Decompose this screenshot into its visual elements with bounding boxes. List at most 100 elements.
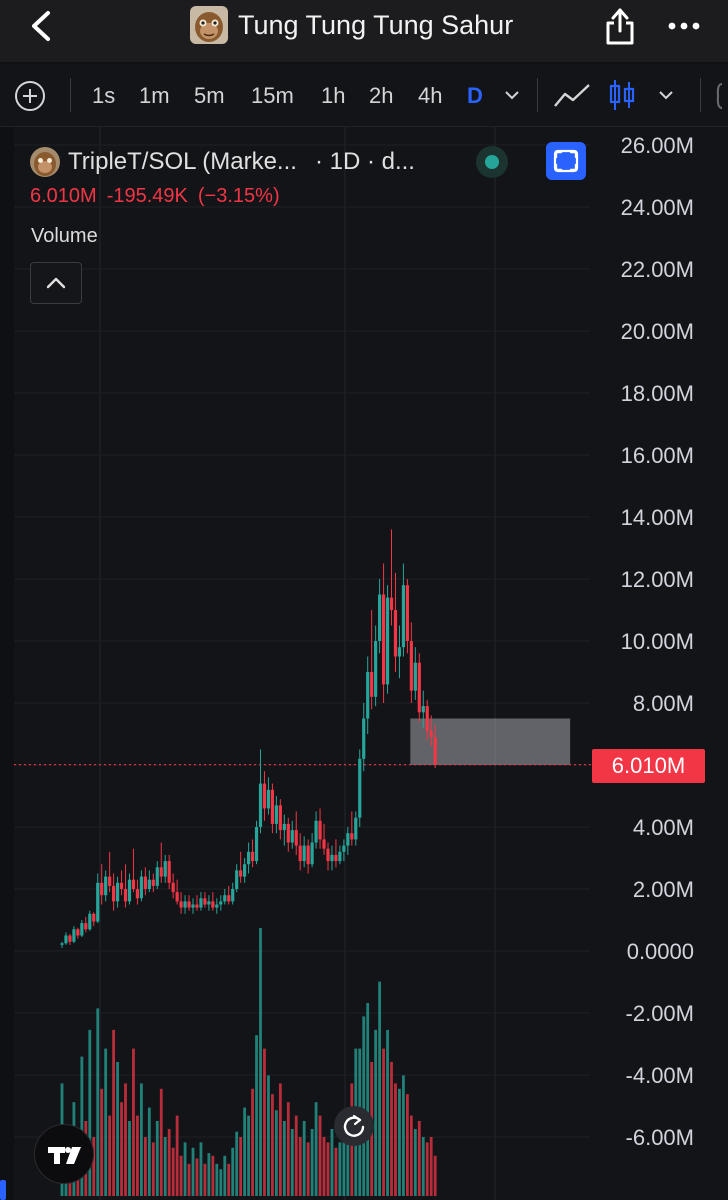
candle-body — [302, 845, 306, 862]
candle-body — [112, 885, 116, 902]
candle-body — [84, 923, 88, 930]
interval-5m[interactable]: 5m — [194, 83, 225, 108]
interval-d[interactable]: D — [467, 83, 483, 108]
collapse-legend-button[interactable] — [30, 262, 82, 304]
chart-type-dropdown-icon[interactable] — [656, 88, 676, 102]
y-axis-tick-label: 24.00M — [621, 195, 694, 220]
y-axis-tick-label: 12.00M — [621, 567, 694, 592]
candle-body — [195, 904, 199, 908]
interval-4h[interactable]: 4h — [418, 83, 443, 108]
volume-bar — [282, 1120, 286, 1196]
candle-body — [100, 882, 104, 896]
line-chart-icon[interactable] — [553, 82, 591, 110]
chevron-left-icon — [32, 11, 50, 41]
volume-bar — [132, 1048, 135, 1196]
candle-body — [425, 706, 429, 731]
candle-body — [96, 882, 100, 922]
volume-bar — [306, 1142, 310, 1196]
candle-body — [326, 848, 330, 862]
candle-body — [76, 929, 80, 936]
volume-bar — [100, 1088, 104, 1196]
add-symbol-button[interactable] — [14, 80, 46, 112]
volume-bar — [263, 1048, 266, 1196]
candle-body — [370, 672, 374, 697]
volume-bar — [179, 1155, 183, 1196]
volume-bar — [286, 1102, 290, 1196]
y-axis-tick-label: 0.0000 — [627, 939, 694, 964]
candle-body — [123, 889, 128, 902]
volume-bar — [227, 1163, 231, 1196]
reset-icon — [343, 1114, 365, 1137]
candle-body — [151, 879, 155, 886]
volume-bar — [429, 1137, 433, 1196]
volume-bar — [243, 1107, 247, 1196]
price-change: -195.49K — [106, 185, 188, 207]
interval-1m[interactable]: 1m — [139, 83, 170, 108]
volume-bar — [425, 1142, 429, 1196]
candle-body — [385, 597, 390, 685]
interval-15m[interactable]: 15m — [251, 83, 294, 108]
volume-bar — [394, 1083, 397, 1196]
volume-bar — [322, 1137, 326, 1196]
back-button[interactable] — [22, 8, 62, 44]
y-axis-tick-label: 2.00M — [633, 877, 694, 902]
candle-body — [72, 929, 76, 942]
volume-bar — [140, 1083, 143, 1196]
candles-icon[interactable] — [607, 78, 637, 112]
candle-body — [433, 737, 437, 765]
volume-bar — [330, 1129, 334, 1196]
candle-body — [354, 817, 358, 840]
candle-body — [246, 851, 251, 865]
y-axis-tick-label: 26.00M — [621, 133, 694, 158]
volume-bar — [120, 1102, 123, 1196]
y-axis-tick-label: 18.00M — [621, 381, 694, 406]
candle-body — [405, 585, 409, 641]
tradingview-logo[interactable] — [34, 1124, 94, 1184]
volume-bar — [151, 1142, 155, 1196]
volume-bar — [374, 1029, 378, 1196]
candle-body — [374, 641, 378, 697]
volume-bar — [112, 1029, 116, 1196]
toolbar-divider — [700, 78, 701, 112]
candle-body — [115, 882, 120, 902]
volume-bar — [433, 1155, 437, 1196]
volume-bar — [247, 1115, 250, 1196]
fullscreen-button[interactable] — [546, 142, 586, 180]
candle-body — [397, 647, 402, 657]
interval-1h[interactable]: 1h — [321, 83, 346, 108]
interval-2h[interactable]: 2h — [369, 83, 394, 108]
candle-body — [286, 823, 290, 843]
candle-body — [338, 851, 342, 862]
candle-body — [231, 889, 235, 902]
volume-bar — [116, 1062, 119, 1196]
interval-1s[interactable]: 1s — [92, 83, 116, 108]
volume-bar — [314, 1102, 318, 1196]
volume-bar — [88, 1029, 92, 1196]
share-icon — [606, 8, 634, 45]
candle-body — [179, 901, 183, 908]
volume-bar — [92, 1137, 96, 1196]
more-button[interactable] — [664, 12, 704, 40]
indicators-icon[interactable] — [716, 82, 728, 110]
volume-bar — [203, 1163, 207, 1196]
volume-bar — [390, 1062, 393, 1196]
candle-body — [104, 876, 108, 896]
volume-bar — [231, 1147, 235, 1196]
volume-bar — [159, 1088, 163, 1196]
candle-body — [167, 861, 171, 883]
volume-bar — [80, 1056, 84, 1196]
interval-dropdown-icon[interactable] — [502, 88, 522, 102]
symbol-name[interactable]: TripleT/SOL (Marke... — [68, 148, 297, 175]
candle-body — [127, 879, 132, 902]
candle-body — [381, 594, 386, 685]
chart-area[interactable] — [14, 127, 728, 1200]
volume-bar — [167, 1129, 171, 1196]
volume-bar — [302, 1120, 306, 1196]
candle-body — [155, 867, 159, 886]
reset-chart-button[interactable] — [334, 1106, 374, 1146]
volume-bar — [207, 1153, 211, 1196]
candle-body — [223, 895, 227, 902]
share-button[interactable] — [602, 6, 638, 46]
ohlc-readout: 6.010M -195.49K (−3.15%) — [30, 185, 415, 208]
